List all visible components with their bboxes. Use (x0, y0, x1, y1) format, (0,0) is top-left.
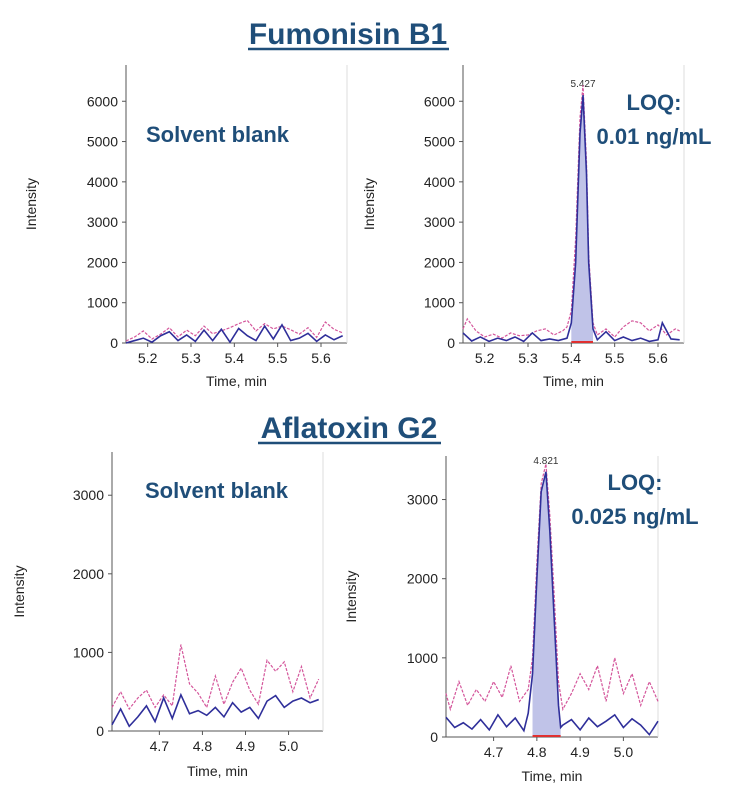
y-tick-label: 0 (430, 729, 438, 745)
y-tick-label: 1000 (424, 295, 455, 311)
y-tick-label: 0 (447, 335, 455, 351)
series-line-blue (445, 471, 659, 736)
x-tick-label: 4.9 (570, 744, 590, 760)
y-tick-label: 3000 (407, 492, 438, 508)
x-tick-label: 5.2 (138, 350, 158, 366)
x-axis-label: Time, min (522, 768, 583, 784)
chart-annotation: Solvent blank (146, 122, 290, 147)
x-tick-label: 5.4 (562, 350, 582, 366)
y-axis-label: Intensity (343, 570, 359, 622)
series-line-pink (111, 644, 320, 711)
peak-label: 5.427 (571, 79, 596, 90)
chart-annotation: 0.025 ng/mL (571, 504, 698, 529)
y-axis-label: Intensity (23, 178, 39, 230)
x-axis-label: Time, min (206, 373, 267, 389)
y-tick-label: 1000 (73, 644, 104, 660)
y-tick-label: 6000 (87, 93, 118, 109)
y-tick-label: 1000 (87, 295, 118, 311)
y-tick-label: 0 (96, 723, 104, 739)
x-tick-label: 5.4 (225, 350, 245, 366)
series-line-blue (111, 692, 319, 728)
x-tick-label: 5.0 (614, 744, 634, 760)
x-tick-label: 4.8 (527, 744, 547, 760)
section-title-1: Fumonisin B1 (249, 18, 447, 51)
chart-annotation: 0.01 ng/mL (597, 124, 712, 149)
y-tick-label: 3000 (87, 214, 118, 230)
x-tick-label: 5.6 (311, 350, 331, 366)
chart-fumonisin-blank: 0 1000 2000 3000 4000 5000 6000 5.2 5.3 5.4 5.5 5.6… (23, 65, 348, 389)
chart-annotation: Solvent blank (145, 478, 289, 503)
x-tick-label: 4.7 (484, 744, 504, 760)
y-axis-label: Intensity (11, 565, 27, 617)
series-line-pink (125, 319, 343, 342)
peak-area (571, 95, 593, 342)
x-tick-label: 4.7 (150, 738, 170, 754)
x-tick-label: 5.5 (605, 350, 625, 366)
chart-aflatoxin-blank: 0 1000 2000 3000 4.7 4.8 4.9 5.0 Time, min Intens… (11, 452, 324, 779)
x-tick-label: 4.9 (236, 738, 256, 754)
y-tick-label: 1000 (407, 650, 438, 666)
peak-area (532, 471, 561, 736)
y-tick-label: 2000 (73, 566, 104, 582)
y-tick-label: 5000 (424, 134, 455, 150)
x-tick-label: 5.3 (181, 350, 201, 366)
y-tick-label: 2000 (424, 254, 455, 270)
chart-annotation: LOQ: (627, 90, 682, 115)
y-tick-label: 2000 (87, 254, 118, 270)
y-tick-label: 5000 (87, 134, 118, 150)
x-tick-label: 5.0 (279, 738, 299, 754)
x-axis-label: Time, min (187, 763, 248, 779)
x-tick-label: 5.3 (518, 350, 538, 366)
y-tick-label: 0 (110, 335, 118, 351)
series-line-blue (462, 95, 680, 343)
y-tick-label: 3000 (424, 214, 455, 230)
chart-aflatoxin-loq: 0 1000 2000 3000 4.7 4.8 4.9 5.0 Time, min Intens… (343, 456, 699, 784)
chart-fumonisin-loq: 0 1000 2000 3000 4000 5000 6000 5.2 5.3 5.4 5.5 5.6… (361, 65, 711, 389)
y-tick-label: 4000 (424, 174, 455, 190)
y-tick-label: 6000 (424, 93, 455, 109)
y-tick-label: 4000 (87, 174, 118, 190)
y-axis-label: Intensity (361, 178, 377, 230)
peak-label: 4.821 (533, 456, 558, 467)
x-axis-label: Time, min (543, 373, 604, 389)
section-title-2: Aflatoxin G2 (261, 412, 438, 445)
y-tick-label: 3000 (73, 487, 104, 503)
x-tick-label: 5.2 (475, 350, 495, 366)
y-tick-label: 2000 (407, 571, 438, 587)
chart-annotation: LOQ: (608, 470, 663, 495)
x-tick-label: 5.5 (268, 350, 288, 366)
x-tick-label: 4.8 (193, 738, 213, 754)
series-line-blue (125, 323, 344, 344)
x-tick-label: 5.6 (648, 350, 668, 366)
